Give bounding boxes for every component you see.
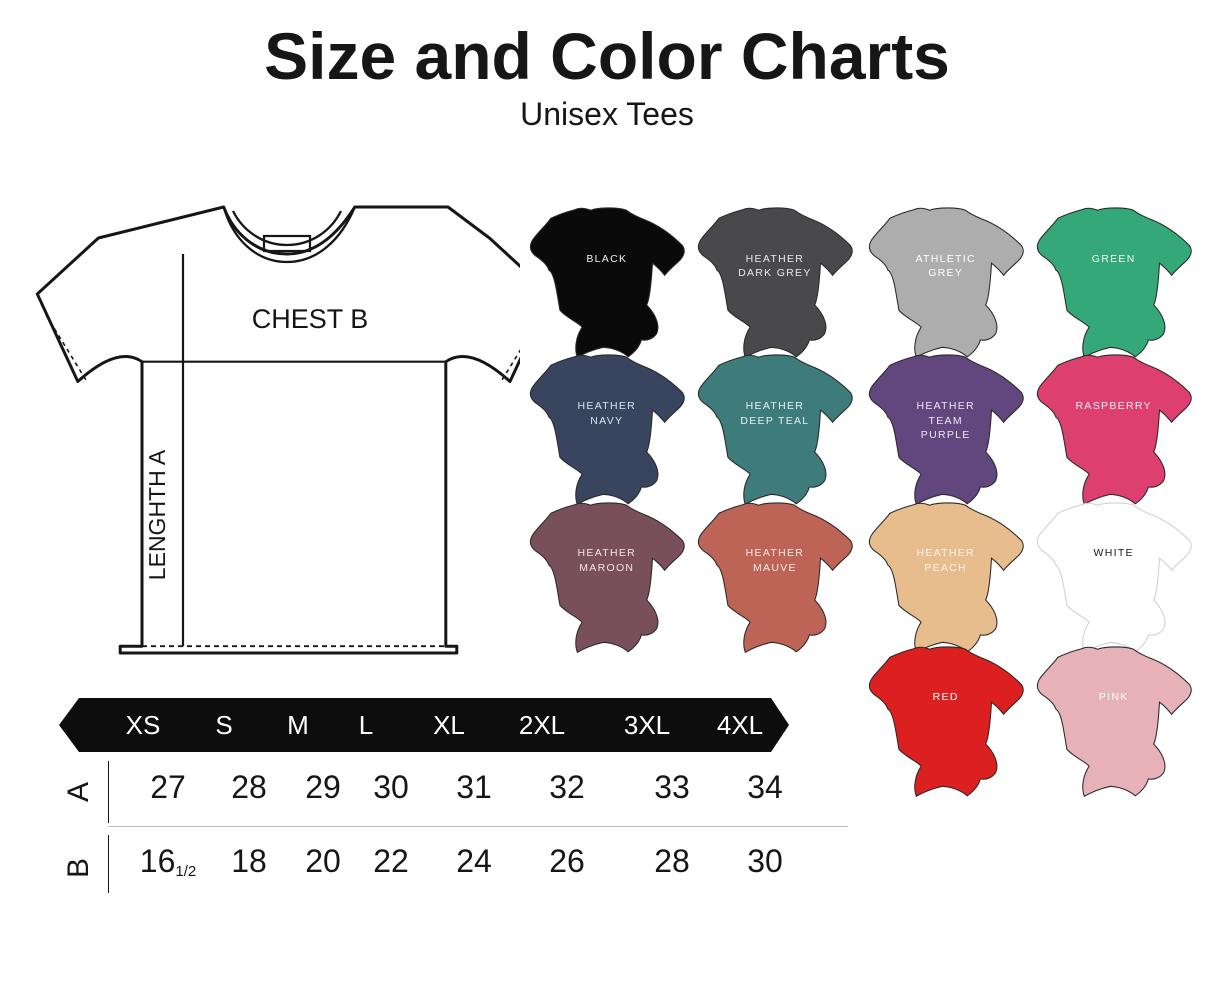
svg-text:XL: XL [433, 710, 465, 740]
svg-text:2XL: 2XL [519, 710, 565, 740]
svg-text:XS: XS [126, 710, 161, 740]
svg-text:S: S [215, 710, 232, 740]
svg-text:4XL: 4XL [717, 710, 763, 740]
svg-text:3XL: 3XL [624, 710, 670, 740]
svg-text:L: L [359, 710, 373, 740]
svg-text:M: M [287, 710, 309, 740]
